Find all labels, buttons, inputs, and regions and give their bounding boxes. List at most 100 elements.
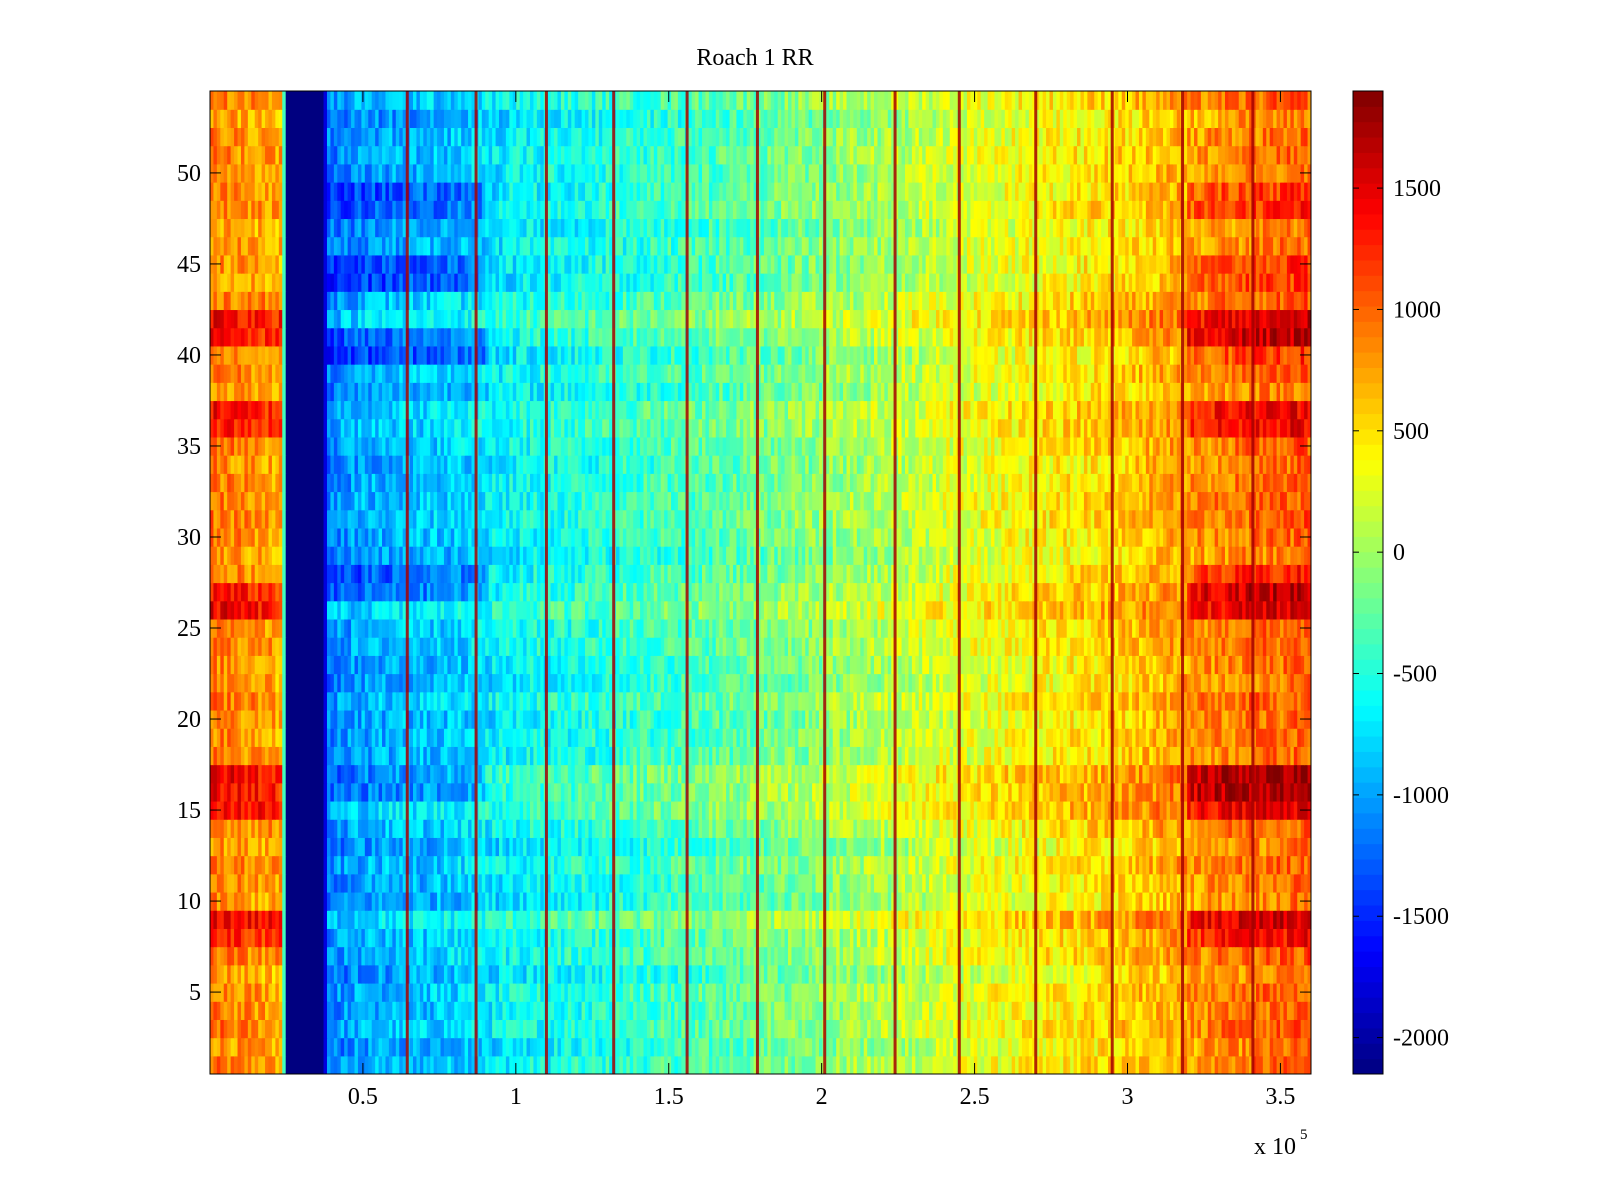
heatmap-cell [526, 891, 531, 911]
heatmap-cell [454, 928, 459, 948]
heatmap-cell [715, 910, 720, 929]
heatmap-cell [746, 855, 751, 875]
heatmap-cell [1042, 819, 1047, 838]
heatmap-cell [757, 982, 762, 1002]
heatmap-cell [1159, 855, 1164, 875]
heatmap-cell [922, 964, 927, 984]
heatmap-cell [911, 1019, 916, 1039]
heatmap-cell [856, 946, 861, 966]
heatmap-cell [478, 982, 483, 1002]
heatmap-cell [1235, 873, 1240, 893]
heatmap-cell [351, 837, 356, 857]
heatmap-cell [1035, 837, 1040, 857]
heatmap-cell [1008, 819, 1013, 838]
heatmap-cell [1108, 855, 1113, 875]
heatmap-cell [839, 1001, 844, 1020]
heatmap-cell [695, 782, 700, 802]
heatmap-cell [1276, 800, 1281, 820]
heatmap-cell [922, 1001, 927, 1020]
heatmap-cell [746, 782, 751, 802]
heatmap-cell [1114, 964, 1119, 984]
heatmap-cell [674, 1019, 679, 1039]
heatmap-cell [774, 982, 779, 1002]
heatmap-cell [915, 891, 920, 911]
heatmap-cell [1039, 891, 1044, 911]
heatmap-cell [1156, 819, 1161, 838]
heatmap-cell [794, 946, 799, 966]
heatmap-cell [392, 982, 397, 1002]
heatmap-cell [560, 1037, 565, 1057]
heatmap-cell [416, 1037, 421, 1057]
heatmap-cell [726, 1001, 731, 1020]
heatmap-cell [399, 855, 404, 875]
heatmap-cell [220, 982, 225, 1002]
heatmap-cell [1231, 1001, 1236, 1020]
heatmap-cell [505, 1001, 510, 1020]
heatmap-cell [340, 964, 345, 984]
heatmap-cell [726, 855, 731, 875]
heatmap-cell [874, 800, 879, 820]
heatmap-cell [437, 782, 442, 802]
heatmap-cell [385, 1019, 390, 1039]
heatmap-cell [973, 964, 978, 984]
heatmap-cell [502, 1001, 507, 1020]
heatmap-cell [409, 964, 414, 984]
heatmap-cell [395, 982, 400, 1002]
heatmap-cell [722, 891, 727, 911]
heatmap-cell [770, 873, 775, 893]
heatmap-cell [433, 910, 438, 929]
heatmap-cell [1276, 819, 1281, 838]
heatmap-cell [461, 964, 466, 984]
heatmap-cell [485, 873, 490, 893]
heatmap-cell [1021, 873, 1027, 893]
heatmap-cell [1245, 910, 1250, 929]
heatmap-cell [509, 837, 514, 857]
heatmap-cell [247, 928, 252, 948]
heatmap-cell [1021, 928, 1027, 948]
heatmap-cell [1021, 1037, 1027, 1057]
heatmap-cell [1228, 1055, 1233, 1074]
heatmap-cell [1269, 910, 1274, 929]
heatmap-cell [1021, 891, 1027, 911]
heatmap-cell [870, 800, 875, 820]
heatmap-cell [688, 1001, 693, 1020]
heatmap-cell [320, 800, 325, 820]
heatmap-cell [237, 1019, 242, 1039]
heatmap-cell [481, 1019, 486, 1039]
heatmap-cell [712, 891, 717, 911]
heatmap-cell [609, 1055, 614, 1074]
heatmap-cell [416, 982, 421, 1002]
heatmap-cell [247, 837, 252, 857]
heatmap-cell [1221, 964, 1226, 984]
heatmap-cell [402, 873, 407, 893]
heatmap-cell [791, 928, 796, 948]
heatmap-cell [750, 819, 755, 838]
heatmap-cell [636, 891, 641, 911]
heatmap-cell [1035, 891, 1040, 911]
heatmap-cell [382, 1037, 387, 1057]
heatmap-cell [323, 855, 328, 875]
heatmap-cell [877, 1037, 882, 1057]
heatmap-cell [887, 928, 892, 948]
heatmap-cell [505, 964, 510, 984]
heatmap-cell [1056, 1037, 1061, 1057]
heatmap-cell [485, 891, 490, 911]
heatmap-cell [289, 800, 294, 820]
heatmap-cell [574, 1001, 579, 1020]
heatmap-cell [571, 928, 576, 948]
heatmap-cell [688, 928, 693, 948]
heatmap-cell [688, 837, 693, 857]
heatmap-cell [237, 891, 242, 911]
heatmap-cell [911, 928, 916, 948]
heatmap-cell [1097, 1019, 1102, 1039]
heatmap-cell [492, 982, 497, 1002]
heatmap-cell [653, 1055, 658, 1074]
heatmap-cell [808, 782, 813, 802]
heatmap-cell [1001, 964, 1006, 984]
heatmap-cell [646, 964, 651, 984]
heatmap-cell [619, 982, 624, 1002]
heatmap-cell [351, 928, 356, 948]
heatmap-cell [430, 891, 435, 911]
heatmap-cell [1286, 800, 1291, 820]
heatmap-cell [564, 910, 569, 929]
